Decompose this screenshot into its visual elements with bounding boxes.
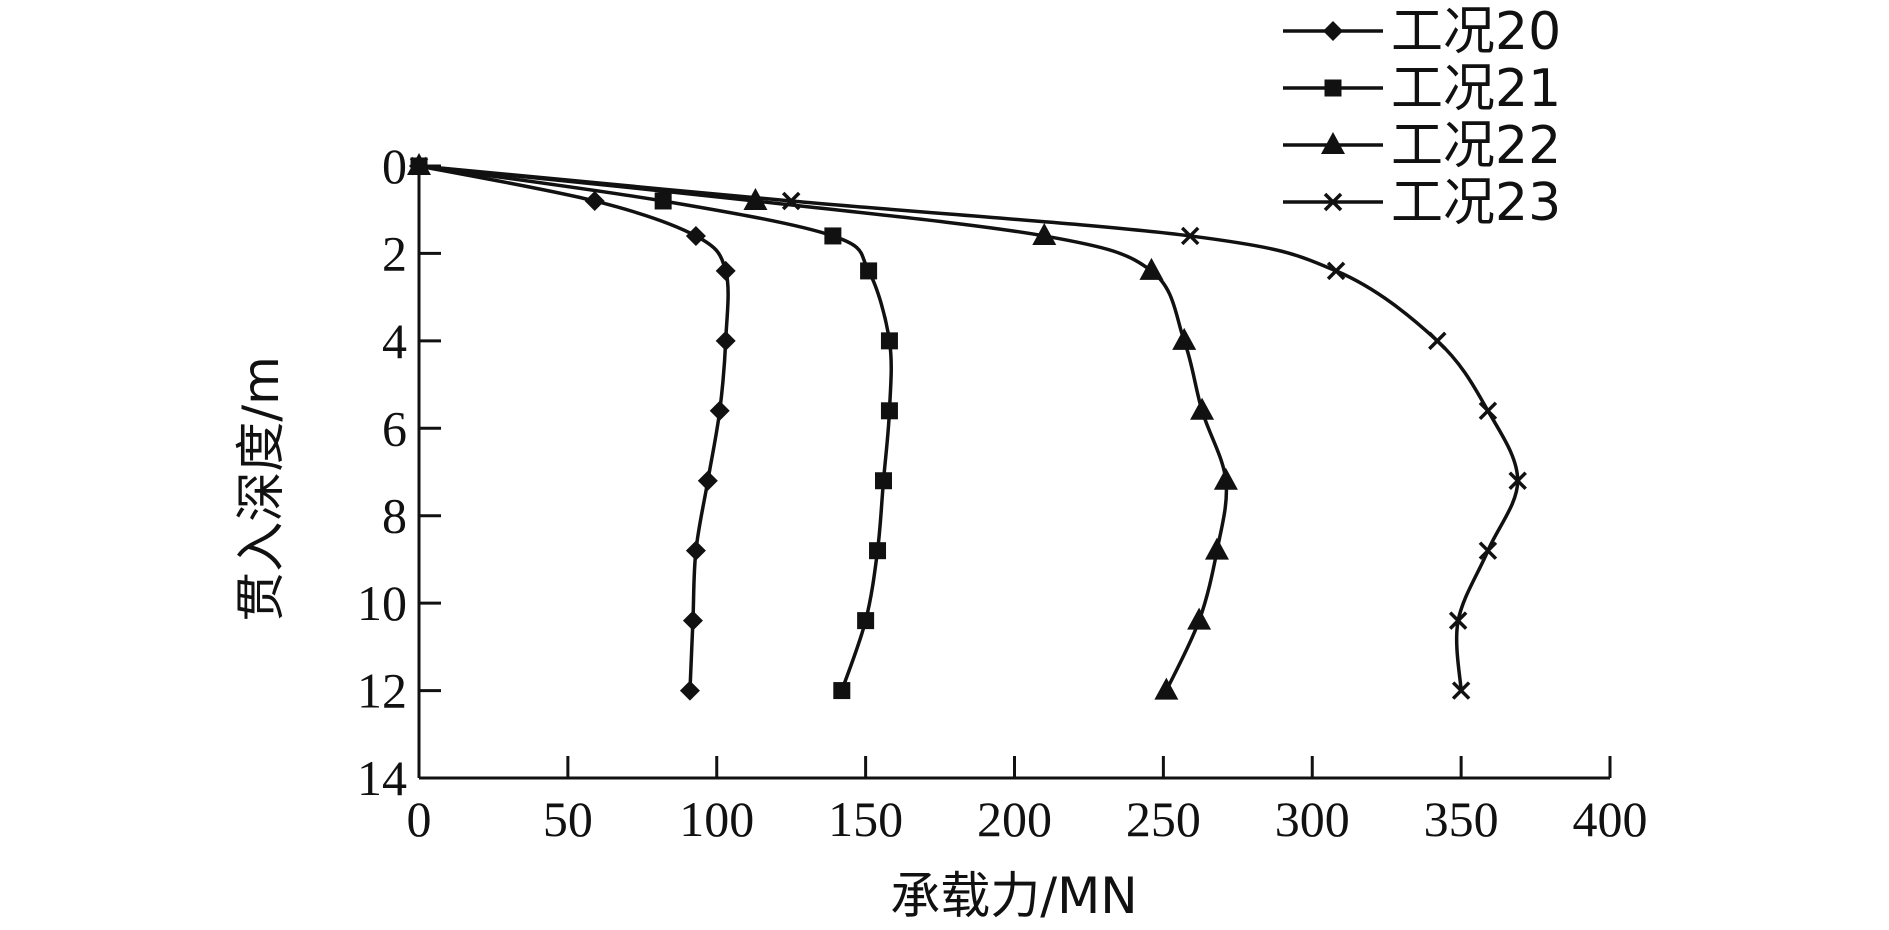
data-point <box>697 470 718 491</box>
x-tick-label: 250 <box>1126 791 1201 847</box>
legend-item: 工况23 <box>1283 173 1561 233</box>
x-tick-label: 0 <box>407 791 432 847</box>
data-point <box>1139 257 1164 280</box>
series-layer <box>407 153 1527 701</box>
data-point <box>1204 537 1229 560</box>
data-point <box>1190 397 1215 420</box>
data-point <box>833 682 851 700</box>
data-point <box>880 402 898 420</box>
x-tick-label: 150 <box>828 791 903 847</box>
series-line <box>418 164 1229 692</box>
series-line <box>418 164 730 691</box>
x-tick-label: 200 <box>977 791 1052 847</box>
data-point <box>1154 677 1179 700</box>
data-point <box>860 262 878 280</box>
legend-label: 工况20 <box>1391 2 1561 62</box>
data-point <box>682 610 703 631</box>
data-point <box>1213 467 1238 490</box>
data-point <box>715 330 736 351</box>
series-3 <box>407 153 1238 700</box>
data-point <box>709 400 730 421</box>
series-4 <box>409 156 1527 700</box>
y-tick-label: 14 <box>357 750 407 806</box>
y-tick-label: 2 <box>382 225 407 281</box>
data-point <box>409 156 429 176</box>
legend-marker <box>1323 21 1343 41</box>
x-ticks: 0 50 100 150 200 250 300 350 400 <box>407 756 1648 847</box>
data-point <box>781 191 801 211</box>
data-point <box>679 680 700 701</box>
legend-marker <box>1324 79 1342 97</box>
y-ticks: 0 2 4 6 8 10 12 14 <box>357 138 441 806</box>
x-tick-label: 350 <box>1424 791 1499 847</box>
data-point <box>880 332 898 350</box>
data-point <box>1478 541 1498 560</box>
y-tick-label: 0 <box>382 138 407 194</box>
y-tick-label: 8 <box>382 488 407 544</box>
legend-marker <box>1323 192 1343 212</box>
data-point <box>1172 327 1197 350</box>
data-point <box>869 542 887 560</box>
data-point <box>824 227 842 245</box>
data-point <box>1326 261 1346 281</box>
data-point <box>715 260 736 281</box>
legend-label: 工况21 <box>1391 59 1561 119</box>
legend-item: 工况20 <box>1283 2 1561 62</box>
series-line <box>418 164 1520 691</box>
data-point <box>1032 222 1057 245</box>
data-point <box>584 190 605 211</box>
legend-marker <box>1321 132 1345 154</box>
data-point <box>685 540 706 561</box>
data-point <box>654 192 672 210</box>
data-point <box>1180 226 1200 246</box>
y-tick-label: 6 <box>382 400 407 456</box>
data-point <box>1187 607 1212 630</box>
series-1 <box>409 156 736 701</box>
x-tick-label: 100 <box>679 791 754 847</box>
legend-item: 工况22 <box>1283 116 1561 176</box>
series-line <box>418 164 893 692</box>
legend-item: 工况21 <box>1283 59 1561 119</box>
x-tick-label: 50 <box>543 791 593 847</box>
legend-label: 工况23 <box>1391 173 1561 233</box>
data-point <box>1428 331 1447 351</box>
y-tick-label: 12 <box>357 663 407 719</box>
y-tick-label: 10 <box>357 575 407 631</box>
series-2 <box>410 157 898 700</box>
data-point <box>1448 611 1468 630</box>
y-tick-label: 4 <box>382 313 407 369</box>
y-axis-title: 贯入深度/m <box>232 356 290 622</box>
data-point <box>1478 401 1498 421</box>
data-point <box>685 225 706 246</box>
data-point <box>1451 681 1471 700</box>
legend-label: 工况22 <box>1391 116 1561 176</box>
axes: 0 50 100 150 200 250 300 350 400 0 2 4 6 8 10 12 14 <box>357 138 1648 847</box>
data-point <box>874 472 892 490</box>
x-tick-label: 400 <box>1573 791 1648 847</box>
x-tick-label: 300 <box>1275 791 1350 847</box>
data-point <box>1508 471 1527 490</box>
x-axis-title: 承载力/MN <box>890 867 1137 925</box>
data-point <box>857 612 875 630</box>
